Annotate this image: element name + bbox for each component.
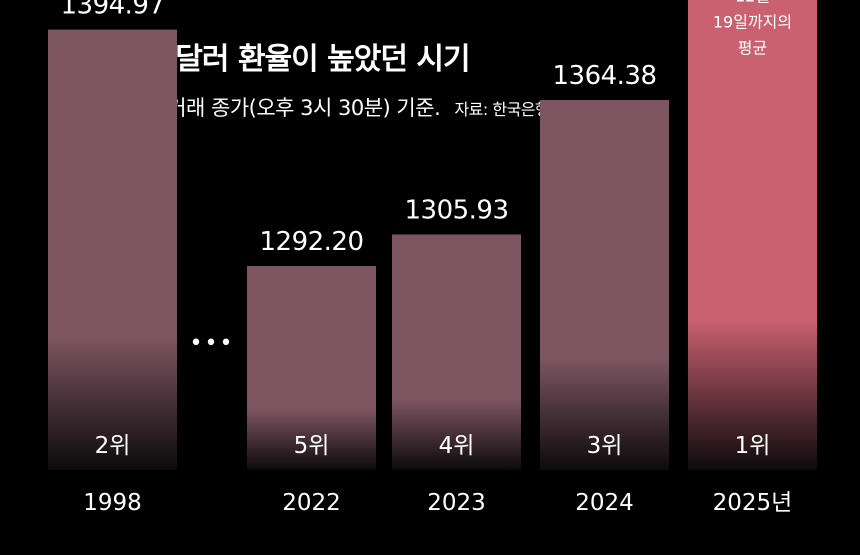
value-label: 1305.93 — [404, 195, 508, 225]
bar-2022 — [247, 266, 376, 470]
bar-2023 — [392, 234, 521, 470]
rank-label: 2위 — [95, 433, 131, 459]
highlight-note-line: 19일까지의 — [713, 12, 792, 31]
ellipsis: ••• — [190, 331, 235, 356]
value-label: 1292.20 — [259, 227, 363, 257]
source-note: 자료: 한국은행 — [454, 100, 550, 119]
bar-2025년 — [688, 0, 817, 471]
category-label: 2023 — [427, 490, 486, 516]
bar-2024 — [540, 99, 669, 471]
highlight-note-line: 평균 — [738, 38, 767, 57]
value-label: 1394.97 — [60, 0, 164, 21]
highlight-note-line: 12월 — [735, 0, 770, 5]
rank-label: 1위 — [735, 433, 771, 459]
value-label: 1364.38 — [552, 61, 656, 91]
bar-1998 — [48, 29, 177, 471]
rank-label: 4위 — [439, 433, 475, 459]
category-label: 2022 — [282, 490, 341, 516]
category-label: 2024 — [575, 490, 634, 516]
rank-label: 5위 — [294, 433, 330, 459]
category-label: 1998 — [83, 490, 142, 516]
rank-label: 3위 — [587, 433, 623, 459]
category-label: 2025년 — [713, 490, 793, 516]
